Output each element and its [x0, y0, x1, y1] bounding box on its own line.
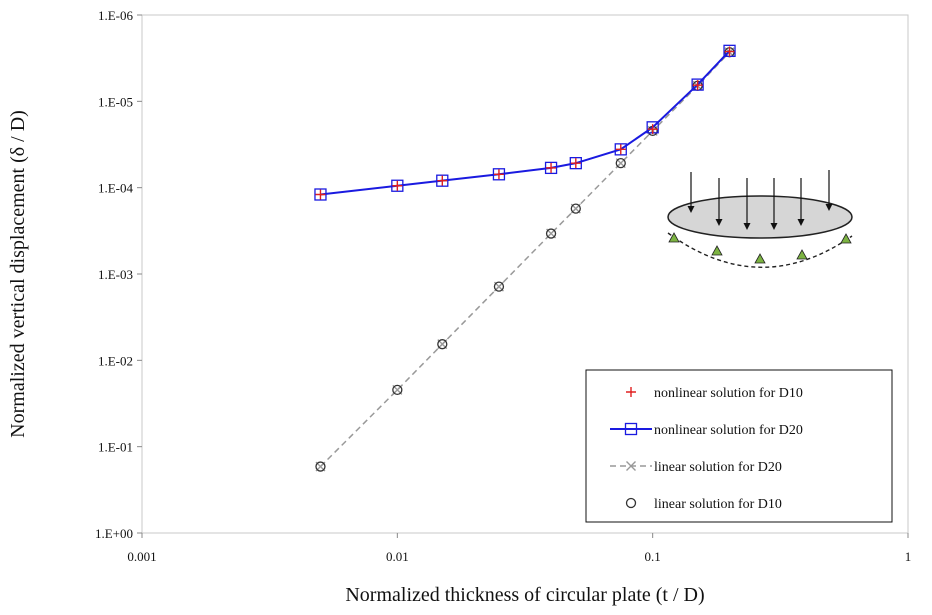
- y-tick-label: 1.E-05: [98, 94, 133, 109]
- x-tick-label: 0.001: [127, 549, 156, 564]
- data-point: [570, 203, 581, 214]
- data-point: [437, 175, 448, 186]
- series-line: [320, 50, 731, 196]
- data-point: [392, 180, 403, 191]
- support-triangle: [796, 249, 808, 260]
- legend-label: linear solution for D20: [654, 460, 782, 475]
- legend-label: linear solution for D10: [654, 497, 782, 512]
- series-layer: [314, 44, 736, 472]
- data-point: [692, 80, 703, 91]
- data-point: [544, 161, 558, 175]
- legend-box: [585, 369, 893, 523]
- data-point: [493, 169, 504, 180]
- legend-label: nonlinear solution for D10: [654, 386, 803, 401]
- data-point: [615, 144, 626, 155]
- y-tick-label: 1.E-03: [98, 267, 133, 282]
- circular-plate-shape: [667, 195, 853, 239]
- data-point: [724, 46, 735, 57]
- load-arrow-head: [825, 204, 833, 211]
- support-triangle: [840, 233, 852, 244]
- load-arrow-head: [770, 223, 778, 230]
- support-triangle: [711, 245, 723, 256]
- x-tick-label: 0.01: [386, 549, 409, 564]
- y-tick-label: 1.E-01: [98, 440, 133, 455]
- legend-swatch-marker: [625, 497, 637, 509]
- data-point: [437, 339, 448, 350]
- load-arrows: [687, 170, 833, 230]
- load-arrow-head: [743, 223, 751, 230]
- legend-swatch-marker: [626, 387, 636, 397]
- data-point: [614, 143, 627, 156]
- y-tick-label: 1.E-06: [98, 8, 134, 23]
- data-point: [570, 158, 581, 169]
- data-point: [392, 384, 403, 396]
- data-point: [615, 157, 626, 169]
- support-triangles: [668, 232, 852, 264]
- y-tick-label: 1.E-02: [98, 353, 133, 368]
- x-axis-title: Normalized thickness of circular plate (…: [345, 584, 704, 606]
- data-point: [569, 156, 582, 170]
- y-tick-label: 1.E-04: [98, 181, 134, 196]
- deflected-shape-curve: [667, 232, 853, 268]
- data-point: [315, 461, 326, 472]
- load-arrow-head: [797, 219, 805, 226]
- data-point: [314, 188, 327, 201]
- support-triangle: [754, 253, 766, 264]
- series-square: [314, 44, 736, 201]
- series-plus: [315, 46, 735, 200]
- load-arrow-head: [715, 219, 723, 226]
- legend: nonlinear solution for D10 nonlinear solu…: [585, 369, 893, 523]
- data-point: [436, 174, 449, 187]
- x-tick-label: 1: [905, 549, 912, 564]
- legend-swatch-marker: [626, 461, 636, 471]
- data-point: [545, 228, 557, 239]
- data-point: [492, 168, 506, 181]
- data-point: [546, 162, 557, 173]
- axes: 0.001 0.01 0.1 1 1.E-06 1.E-05 1.E-04 1.E-03 1.E…: [95, 8, 911, 564]
- data-point: [391, 179, 404, 192]
- y-tick-label: 1.E+00: [95, 526, 133, 541]
- data-point: [493, 281, 505, 292]
- y-axis-title: Normalized vertical displacement (δ / D): [7, 110, 29, 438]
- plate-schematic-illustration: [667, 170, 853, 268]
- support-triangle: [668, 232, 680, 243]
- x-tick-label: 0.1: [645, 549, 661, 564]
- data-point: [315, 189, 326, 200]
- data-point: [647, 124, 658, 135]
- legend-swatch-marker: [624, 422, 638, 436]
- legend-label: nonlinear solution for D20: [654, 423, 803, 438]
- series-line: [319, 51, 731, 468]
- load-arrow-head: [687, 206, 695, 213]
